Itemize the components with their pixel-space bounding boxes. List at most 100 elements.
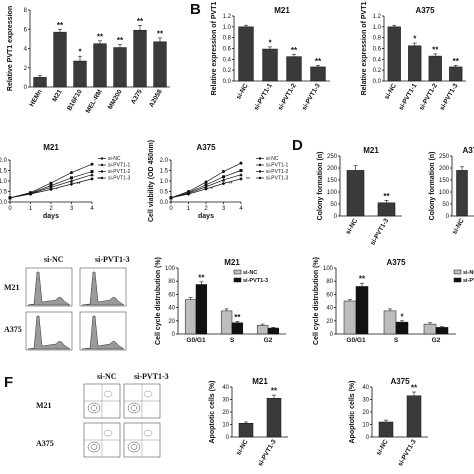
histogram-frame bbox=[25, 311, 73, 351]
y-tick-label: 100 bbox=[439, 190, 450, 196]
y-axis-label: Colony formation (n) bbox=[429, 152, 436, 221]
data-point bbox=[239, 172, 243, 177]
y-tick-label: 80 bbox=[326, 279, 333, 285]
y-tick-label: 0.0 bbox=[373, 79, 382, 85]
y-tick-label: 20 bbox=[168, 319, 175, 325]
x-tick-label: MEL-RM bbox=[85, 89, 104, 115]
y-tick-label: 0.5 bbox=[0, 190, 8, 196]
dotplot-col-label-sinc: si-NC bbox=[97, 372, 117, 381]
dot-cluster-contour bbox=[103, 429, 113, 437]
y-tick-label: 1.0 bbox=[373, 25, 382, 31]
y-tick-label: 150 bbox=[327, 178, 338, 184]
data-point bbox=[186, 192, 191, 196]
x-tick-label: 2 bbox=[204, 206, 208, 212]
x-tick-label: B16F10 bbox=[66, 88, 84, 112]
bar bbox=[449, 66, 463, 82]
histogram-peak bbox=[81, 271, 125, 306]
data-point bbox=[204, 180, 208, 184]
flow-dotplot bbox=[83, 383, 161, 458]
bar bbox=[456, 170, 468, 217]
chart-pvt1-expression-cell-lines: 0 2 4 6 8 Relative PVT1 expression HEMn ** M21 * B… bbox=[7, 6, 170, 115]
legend-label: si-PVT1-3 bbox=[266, 176, 288, 182]
legend-marker bbox=[258, 170, 262, 173]
chart-viability-a375: 0.0 0.5 1.0 1.5 2.0 Cell viability (OD 450nm)… bbox=[148, 140, 288, 222]
bar bbox=[195, 284, 208, 335]
y-tick-label: 0 bbox=[330, 332, 334, 338]
data-point bbox=[221, 178, 226, 182]
bar bbox=[387, 26, 401, 82]
y-tick-label: 40 bbox=[326, 306, 333, 312]
significance-label: ** bbox=[246, 177, 250, 183]
x-tick-label: si-NC bbox=[345, 217, 360, 235]
flow-row-label-a375: A375 bbox=[4, 325, 22, 334]
data-point bbox=[222, 170, 225, 174]
flow-dotplot-panel: si-NC si-PVT1-3 M21 A375 bbox=[36, 372, 169, 458]
y-tick-label: 60 bbox=[326, 292, 333, 298]
bar bbox=[355, 286, 369, 335]
significance-label: ** bbox=[291, 46, 298, 55]
data-point bbox=[69, 182, 74, 186]
bar bbox=[346, 170, 365, 217]
legend-label: si-NC bbox=[108, 156, 121, 162]
y-tick-label: 1.0 bbox=[223, 25, 232, 31]
dot-cluster-contour bbox=[127, 441, 141, 453]
data-point bbox=[49, 187, 53, 192]
chart-apoptosis-m21: 0 10 20 30 40 Apoptotic cells (%) M21 si-NC ** si… bbox=[209, 377, 288, 468]
data-point bbox=[239, 169, 243, 172]
y-tick-label: 10 bbox=[222, 423, 229, 429]
bar bbox=[33, 77, 47, 88]
legend-swatch bbox=[233, 277, 242, 283]
data-point bbox=[169, 196, 173, 200]
x-tick-label: si-PVT1-3 bbox=[397, 438, 418, 467]
data-point bbox=[49, 185, 53, 189]
x-axis-label: days bbox=[43, 213, 59, 220]
legend-label: si-PVT1-3 bbox=[243, 278, 268, 284]
data-point bbox=[90, 177, 94, 181]
y-tick-label: 0.6 bbox=[373, 47, 382, 53]
data-point bbox=[90, 162, 94, 166]
legend-marker bbox=[100, 176, 104, 180]
significance-label: * bbox=[413, 35, 417, 44]
legend-swatch bbox=[233, 269, 242, 275]
y-tick-label: 150 bbox=[439, 178, 450, 184]
y-tick-label: 10 bbox=[362, 423, 369, 429]
legend-marker bbox=[258, 163, 262, 167]
y-tick-label: 2 bbox=[24, 66, 28, 72]
legend-marker bbox=[100, 157, 104, 160]
bar bbox=[395, 321, 409, 335]
histogram-peak bbox=[27, 271, 71, 306]
x-tick-label: si-PVT1-3 bbox=[257, 438, 278, 467]
significance-label: ** bbox=[117, 36, 124, 45]
panel-label-d: D bbox=[292, 137, 303, 154]
chart-apoptosis-a375: 0 10 20 30 40 Apoptotic cells (%) A375 si-NC ** s… bbox=[349, 377, 428, 468]
x-tick-label: 4 bbox=[239, 206, 243, 212]
significance-label: ** bbox=[97, 177, 101, 183]
data-point bbox=[204, 187, 208, 191]
legend-label: si-PVT1-3 bbox=[108, 176, 130, 182]
histogram-peak bbox=[81, 315, 125, 350]
chart-title: A375 bbox=[462, 146, 474, 155]
data-point bbox=[222, 175, 225, 179]
bar bbox=[184, 299, 197, 335]
y-tick-label: 0.2 bbox=[373, 68, 382, 74]
bar bbox=[343, 300, 357, 335]
dot-cluster-contour bbox=[143, 429, 153, 437]
data-point bbox=[70, 176, 73, 180]
y-tick-label: 200 bbox=[439, 166, 450, 172]
dotplot-col-label-sipvt1: si-PVT1-3 bbox=[134, 372, 169, 381]
y-axis-label: Cell cycle distrubution (%) bbox=[155, 257, 162, 345]
bar bbox=[377, 202, 396, 217]
significance-label: ** bbox=[229, 182, 233, 188]
y-tick-label: 30 bbox=[362, 398, 369, 404]
significance-label: * bbox=[400, 312, 404, 321]
y-tick-label: 250 bbox=[439, 154, 450, 160]
y-tick-label: 6 bbox=[24, 27, 28, 33]
bar bbox=[286, 56, 302, 82]
chart-title: M21 bbox=[224, 258, 240, 267]
y-tick-label: 1.5 bbox=[160, 169, 169, 175]
x-tick-label: si-PVT1-1 bbox=[398, 82, 419, 111]
x-tick-label: G0/G1 bbox=[346, 337, 366, 344]
significance-label: ** bbox=[77, 182, 81, 188]
dotplot-row-label-m21: M21 bbox=[36, 401, 52, 410]
significance-label: ** bbox=[383, 192, 390, 201]
